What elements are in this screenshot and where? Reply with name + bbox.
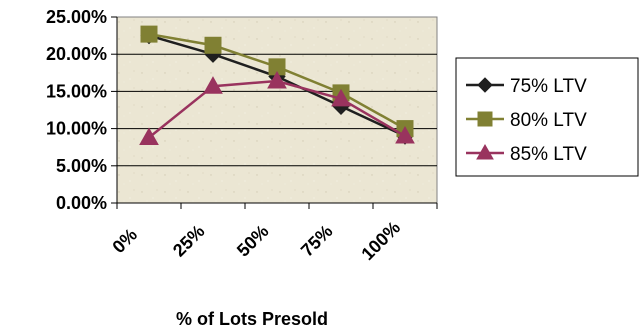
y-tick-label: 0.00%	[56, 193, 107, 213]
y-tick-label: 25.00%	[46, 7, 107, 27]
plot-area	[117, 17, 437, 203]
x-tick-label: 75%	[297, 221, 337, 261]
legend-label: 80% LTV	[510, 110, 587, 131]
x-axis-title: % of Lots Presold	[176, 309, 328, 329]
x-tick-label: 25%	[169, 221, 209, 261]
y-tick-label: 15.00%	[46, 81, 107, 101]
x-tick-label: 0%	[108, 224, 141, 257]
y-tick-label: 10.00%	[46, 119, 107, 139]
data-point	[331, 88, 351, 107]
data-point	[477, 111, 493, 127]
data-point	[477, 77, 493, 93]
data-point	[476, 143, 494, 160]
data-point	[203, 76, 223, 94]
legend-label: 75% LTV	[510, 76, 587, 97]
legend-label: 85% LTV	[510, 144, 587, 165]
y-tick-label: 5.00%	[56, 156, 107, 176]
data-point	[140, 25, 158, 43]
data-point	[204, 36, 222, 54]
y-tick-label: 20.00%	[46, 44, 107, 64]
x-tick-label: 100%	[357, 217, 404, 264]
x-tick-label: 50%	[233, 221, 273, 261]
data-point	[395, 126, 415, 144]
data-point	[139, 127, 159, 146]
data-point	[267, 70, 287, 89]
